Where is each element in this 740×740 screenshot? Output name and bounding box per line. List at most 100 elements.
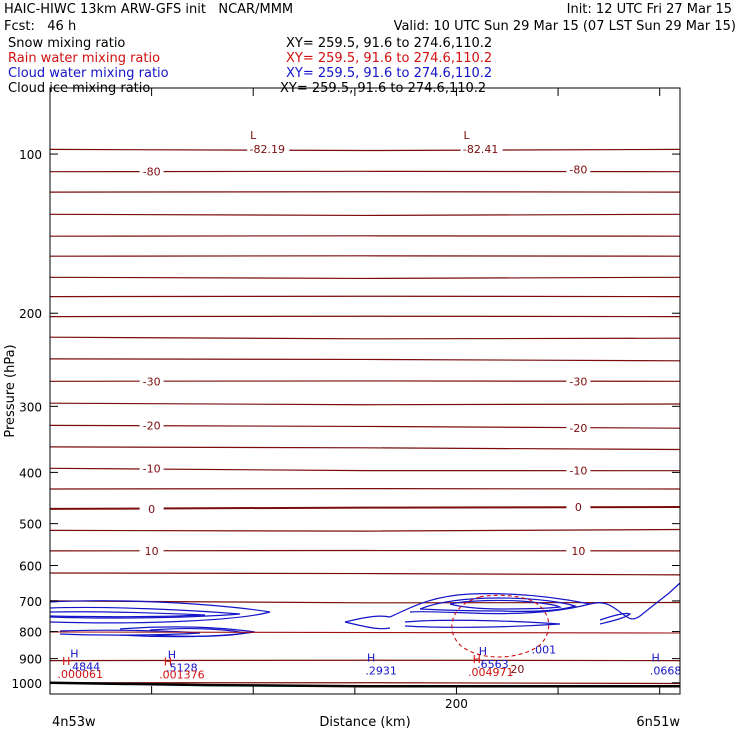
terrain-line [49, 681, 680, 688]
valid-time: Valid: 10 UTC Sun 29 Mar 15 (07 LST Sun … [393, 19, 736, 34]
cloud-water-max-value: .5128 [166, 662, 198, 675]
isotherm-label-bg [139, 462, 164, 475]
isotherm-minus35 [50, 358, 680, 362]
isotherm-label: -80 [143, 166, 161, 179]
isotherm-label: -30 [143, 375, 161, 388]
cloud-water-max-value: .6563 [477, 658, 509, 671]
cloud-water-contour-label: .001 [532, 643, 557, 656]
cloud-water-contour [344, 615, 391, 630]
y-tick-label: 100 [19, 148, 42, 162]
y-tick-label: 700 [19, 595, 42, 609]
chart-title: HAIC-HIWC 13km ARW-GFS init NCAR/MMM [4, 2, 294, 17]
isotherm-label: -10 [143, 462, 161, 475]
isotherm-label-bg [566, 464, 591, 477]
isotherm-label: -10 [569, 465, 587, 478]
rain-water-max-symbol: H [473, 653, 481, 666]
cloud-water-contour [419, 597, 577, 612]
y-tick-label: 400 [19, 466, 42, 480]
isotherm-label: -30 [569, 375, 587, 388]
isotherm-15 [50, 572, 680, 576]
isotherm-label: 10 [145, 545, 159, 558]
field-snow-name: Snow mixing ratio [8, 36, 126, 51]
cloud-water-contour [149, 627, 246, 637]
y-tick-label: 600 [19, 559, 42, 573]
y-tick-label: 500 [19, 518, 42, 532]
cloud-water-max-value: .2931 [365, 664, 397, 677]
isotherm-30 [50, 682, 680, 685]
isotherm-minus40 [50, 336, 680, 340]
cloud-water-contour [449, 599, 563, 610]
cloud-water-contour [50, 611, 206, 618]
cloud-water-contour [50, 600, 271, 624]
isotherm-0 [50, 506, 680, 510]
isotherm-minus20 [50, 424, 680, 429]
isotherm-label-bg [139, 375, 164, 388]
isotherm-minus25 [50, 402, 680, 406]
low-temp-symbol: L [464, 129, 471, 142]
isotherm-label-bg [139, 502, 164, 515]
isotherm-label-bg [139, 544, 164, 557]
cloud-water-max-symbol: H [168, 649, 176, 662]
cloud-water-max-value: .0668 [650, 664, 682, 677]
cloud-water-max-value: .4844 [69, 660, 101, 673]
cloud-water-max-symbol: H [70, 647, 78, 660]
x-right-end-label: 6n51w [636, 715, 680, 730]
isotherm-label-bg [139, 419, 164, 432]
forecast-hour: Fcst: 46 h [4, 19, 77, 34]
cloud-water-contour [599, 612, 632, 625]
plot-frame [49, 87, 681, 695]
cloud-water-contour [589, 582, 680, 620]
isotherm-5 [50, 528, 680, 532]
low-temp-value: -82.41 [463, 143, 498, 156]
isotherm-label: 0 [148, 503, 155, 516]
low-temp-value-bg [247, 142, 290, 155]
cloud-water-contour [50, 606, 241, 619]
isotherm-minus70 [50, 213, 680, 217]
cloud-water-contour [59, 629, 201, 636]
y-tick-label: 1000 [11, 677, 42, 691]
rain-water-max-value: .004971 [468, 666, 514, 679]
isotherm-label: -20 [569, 422, 587, 435]
field-cloudwater-name: Cloud water mixing ratio [8, 66, 169, 81]
cloud-water-contour [389, 593, 591, 618]
y-axis-label: Pressure (hPa) [3, 344, 18, 437]
y-tick-label: 200 [19, 307, 42, 321]
isotherm-label-bg [139, 165, 164, 178]
field-cloudwater-xy: XY= 259.5, 91.6 to 274.6,110.2 [286, 66, 493, 81]
rain-water-contour [451, 594, 550, 658]
isotherm-label-bg [566, 422, 591, 435]
x-tick-label: 200 [445, 697, 468, 711]
low-temp-value: -82.19 [249, 143, 284, 156]
isotherm-label-bg [566, 500, 591, 513]
isotherm-label: -80 [569, 164, 587, 177]
cloud-water-max-symbol: H [651, 651, 659, 664]
rain-water-contour-line [50, 631, 680, 634]
isotherm-minus10 [50, 467, 680, 472]
field-rain-name: Rain water mixing ratio [8, 51, 161, 66]
rain-water-max-symbol: H [62, 655, 70, 668]
x-axis-label: Distance (km) [319, 715, 410, 730]
cloud-water-max-symbol: H [367, 651, 375, 664]
isotherm-label: 0 [575, 501, 582, 514]
cloud-water-contour [404, 619, 561, 628]
isotherm-label-bg [505, 663, 530, 676]
low-temp-symbol: L [250, 129, 257, 142]
isotherm-label: 20 [510, 663, 524, 676]
isotherm-minus85 [50, 148, 680, 152]
rain-water-max-symbol: H [164, 656, 172, 669]
rain-water-max-value: .000061 [58, 668, 104, 681]
y-tick-label: 900 [19, 653, 42, 667]
init-time: Init: 12 UTC Fri 27 Mar 15 [566, 2, 732, 17]
isotherm-label-bg [566, 375, 591, 388]
x-left-end-label: 4n53w [52, 715, 96, 730]
field-rain-xy: XY= 259.5, 91.6 to 274.6,110.2 [286, 51, 493, 66]
isotherm-minus55 [50, 276, 680, 280]
isotherm-minus15 [50, 446, 680, 451]
rain-water-max-value: .001376 [159, 669, 205, 682]
cloud-water-max-symbol: H [479, 645, 487, 658]
field-snow-xy: XY= 259.5, 91.6 to 274.6,110.2 [286, 36, 493, 51]
isotherm-label-bg [566, 163, 591, 176]
y-tick-label: 800 [19, 626, 42, 640]
isotherm-label: -20 [143, 419, 161, 432]
